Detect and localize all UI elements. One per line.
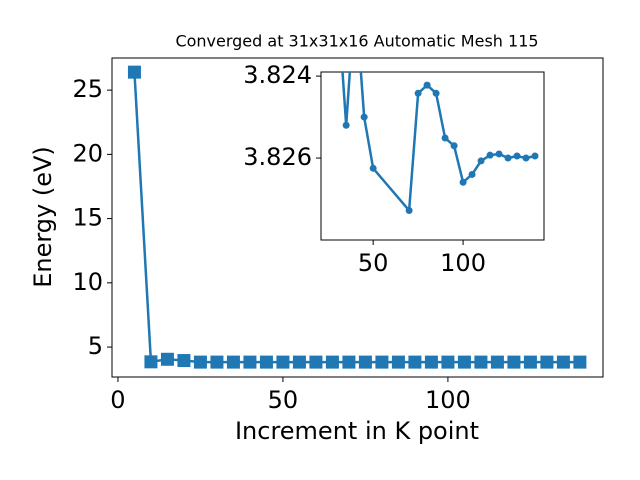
y-tick-label: 10 — [72, 268, 103, 296]
plot-content — [341, 72, 539, 214]
marker — [486, 151, 494, 159]
marker — [457, 355, 471, 369]
y-tick-label: 3.826 — [243, 143, 312, 171]
marker — [144, 355, 158, 369]
chart-title: Converged at 31x31x16 Automatic Mesh 115 — [175, 32, 538, 51]
marker — [325, 355, 339, 369]
marker — [342, 355, 356, 369]
marker — [441, 355, 455, 369]
plot-content — [127, 65, 587, 369]
marker — [408, 355, 422, 369]
marker — [391, 355, 405, 369]
marker — [540, 355, 554, 369]
marker — [477, 157, 485, 165]
marker — [276, 355, 290, 369]
marker — [424, 355, 438, 369]
marker — [474, 355, 488, 369]
marker — [573, 355, 587, 369]
marker — [450, 142, 458, 150]
marker — [556, 355, 570, 369]
marker — [459, 178, 467, 186]
marker — [309, 355, 323, 369]
marker — [369, 164, 377, 172]
y-tick-label: 25 — [72, 75, 103, 103]
marker — [468, 170, 476, 178]
x-tick-label: 0 — [110, 386, 125, 414]
marker — [342, 121, 350, 129]
marker — [513, 152, 521, 160]
marker — [243, 355, 257, 369]
marker — [210, 355, 224, 369]
marker — [423, 81, 431, 89]
y-tick-label: 20 — [72, 139, 103, 167]
marker — [490, 355, 504, 369]
y-tick-label: 3.824 — [243, 61, 312, 89]
marker — [226, 355, 240, 369]
marker — [375, 355, 389, 369]
marker — [495, 150, 503, 158]
marker — [177, 354, 191, 368]
x-tick-label: 100 — [425, 386, 471, 414]
marker — [127, 65, 141, 79]
y-tick-label: 5 — [88, 332, 103, 360]
marker — [414, 89, 422, 97]
marker — [523, 355, 537, 369]
marker — [432, 89, 440, 97]
marker — [193, 355, 207, 369]
marker — [507, 355, 521, 369]
marker — [441, 134, 449, 142]
x-tick-label: 100 — [440, 249, 486, 277]
x-axis-label: Increment in K point — [235, 417, 479, 445]
y-tick-label: 15 — [72, 204, 103, 232]
x-tick-label: 50 — [358, 249, 389, 277]
marker — [522, 154, 530, 162]
marker — [160, 352, 174, 366]
series-line — [133, 72, 580, 364]
x-tick-label: 50 — [268, 386, 299, 414]
marker — [405, 206, 413, 214]
y-axis-label: Energy (eV) — [29, 146, 57, 288]
marker — [360, 113, 368, 121]
marker — [504, 154, 512, 162]
marker — [292, 355, 306, 369]
marker — [358, 355, 372, 369]
marker — [259, 355, 273, 369]
marker — [531, 152, 539, 160]
